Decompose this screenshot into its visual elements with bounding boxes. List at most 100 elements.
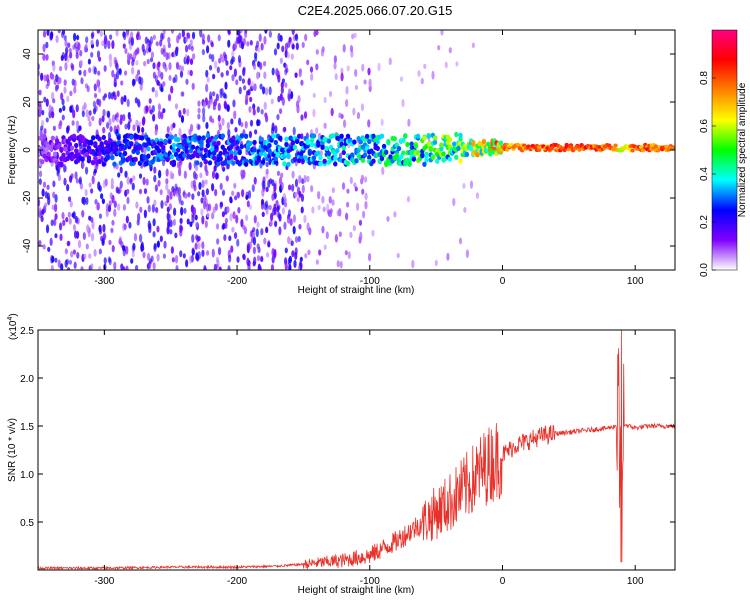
spectrogram-noise-mark	[381, 166, 385, 176]
spectrogram-ridge-mark	[243, 133, 249, 139]
spectrogram-noise-mark	[113, 56, 117, 65]
spectrogram-noise-mark	[273, 48, 278, 56]
spectrogram-noise-mark	[154, 89, 159, 98]
spectrogram-noise-mark	[108, 239, 112, 246]
spectrogram-ridge-mark	[350, 152, 355, 158]
spectrogram-noise-mark	[174, 74, 178, 83]
spectrogram-noise-mark	[201, 189, 205, 197]
spectrogram-noise-mark	[156, 225, 160, 233]
spectrogram-noise-mark	[156, 253, 160, 262]
spectrogram-noise-mark	[294, 236, 299, 244]
spectrogram-noise-mark	[148, 98, 152, 104]
spectrogram-noise-mark	[131, 60, 135, 67]
spectrogram-noise-mark	[166, 194, 170, 204]
spectrogram-noise-mark	[341, 182, 346, 190]
spectrogram-noise-mark	[102, 223, 106, 233]
spectrogram-noise-mark	[107, 256, 111, 263]
spectrogram-noise-mark	[315, 127, 319, 134]
spectrogram-noise-mark	[120, 80, 124, 86]
spectrogram-ridge-mark	[307, 150, 312, 156]
spectrogram-noise-mark	[126, 188, 130, 195]
spectrogram-noise-mark	[205, 69, 209, 78]
spectrogram-ridge-mark	[42, 133, 47, 139]
spectrogram-ridge-mark	[195, 160, 200, 166]
spectrogram-y-axis: -40 -20 0 20 40	[22, 48, 675, 253]
spectrogram-noise-mark	[42, 181, 47, 188]
spectrogram-noise-mark	[122, 266, 126, 270]
spectrogram-noise-mark	[101, 239, 105, 246]
spectrogram-noise-mark	[216, 66, 220, 74]
spectrogram-ridge-mark	[97, 158, 102, 165]
spectrogram-ridge-mark	[296, 158, 302, 164]
spectrogram-noise-mark	[312, 108, 316, 118]
spectrogram-noise-mark	[262, 180, 266, 190]
spectrogram-ridge-mark	[439, 146, 444, 152]
spectrogram-noise-mark	[119, 118, 123, 125]
spectrogram-noise-mark	[43, 128, 47, 135]
spectrogram-noise-mark	[444, 61, 448, 69]
spectrogram-noise-mark	[164, 66, 168, 72]
spectrogram-ridge-mark	[286, 161, 291, 167]
spectrogram-ridge-mark	[182, 152, 187, 159]
spectrogram-noise-mark	[199, 161, 203, 168]
spectrogram-noise-mark	[98, 98, 102, 107]
spectrogram-noise-mark	[175, 46, 179, 52]
spectrogram-noise-mark	[244, 120, 248, 129]
spectrogram-y-tick-label: -40	[22, 238, 33, 253]
spectrogram-noise-mark	[135, 201, 139, 209]
spectrogram-noise-mark	[363, 79, 367, 85]
spectrogram-noise-mark	[117, 203, 121, 211]
spectrogram-noise-mark	[51, 111, 55, 119]
spectrogram-noise-mark	[256, 71, 260, 80]
spectrogram-ridge-mark	[229, 150, 234, 156]
spectrogram-ridge-mark	[339, 137, 344, 143]
spectrogram-ridge-mark	[309, 142, 315, 148]
spectrogram-noise-mark	[152, 218, 156, 227]
colorbar-tick-label: 0.8	[699, 71, 710, 85]
spectrogram-ridge-mark	[161, 144, 166, 150]
spectrogram-noise-mark	[174, 103, 179, 110]
spectrogram-ridge-mark	[454, 154, 459, 160]
spectrogram-noise-mark	[108, 53, 112, 62]
spectrogram-noise-mark	[62, 219, 66, 227]
spectrogram-noise-mark	[259, 62, 263, 70]
spectrogram-ridge-mark	[175, 137, 181, 143]
spectrogram-noise-mark	[362, 210, 366, 219]
spectrogram-noise-mark	[79, 59, 83, 67]
spectrogram-noise-mark	[97, 87, 102, 94]
spectrogram-noise-mark	[93, 66, 97, 75]
spectrogram-noise-mark	[130, 36, 135, 46]
spectrogram-noise-mark	[178, 32, 182, 40]
spectrogram-noise-mark	[293, 259, 297, 268]
spectrogram-noise-mark	[154, 129, 158, 136]
spectrogram-noise-mark	[187, 69, 191, 76]
spectrogram-ridge-mark	[318, 155, 323, 161]
spectrogram-noise-mark	[138, 173, 143, 179]
spectrogram-ridge-mark	[214, 134, 219, 140]
spectrogram-ridge-mark	[184, 148, 189, 154]
spectrogram-noise-mark	[241, 189, 245, 198]
spectrogram-noise-mark	[42, 43, 46, 53]
spectrogram-noise-mark	[275, 200, 279, 206]
spectrogram-noise-mark	[191, 53, 196, 60]
spectrogram-noise-mark	[309, 66, 314, 73]
spectrogram-noise-mark	[469, 180, 474, 189]
snr-y-tick-label: 1.0	[20, 470, 34, 481]
spectrogram-ridge-mark	[311, 133, 317, 139]
spectrogram-noise-mark	[345, 99, 349, 108]
spectrogram-ridge-mark	[205, 142, 211, 149]
spectrogram-ridge-mark	[203, 147, 208, 153]
spectrogram-ridge-mark	[333, 155, 338, 162]
spectrogram-noise-mark	[201, 179, 205, 188]
spectrogram-noise-mark	[42, 244, 46, 250]
spectrogram-noise-mark	[88, 67, 92, 74]
spectrogram-noise-mark	[351, 33, 355, 40]
spectrogram-noise-mark	[349, 231, 353, 239]
spectrogram-noise-mark	[211, 118, 215, 124]
spectrogram-noise-mark	[231, 226, 235, 233]
spectrogram-ridge-mark	[284, 136, 289, 142]
spectrogram-noise-mark	[399, 76, 404, 82]
spectrogram-ridge-mark	[577, 147, 582, 152]
snr-x-tick-label: -300	[94, 576, 114, 587]
spectrogram-noise-mark	[221, 211, 226, 218]
